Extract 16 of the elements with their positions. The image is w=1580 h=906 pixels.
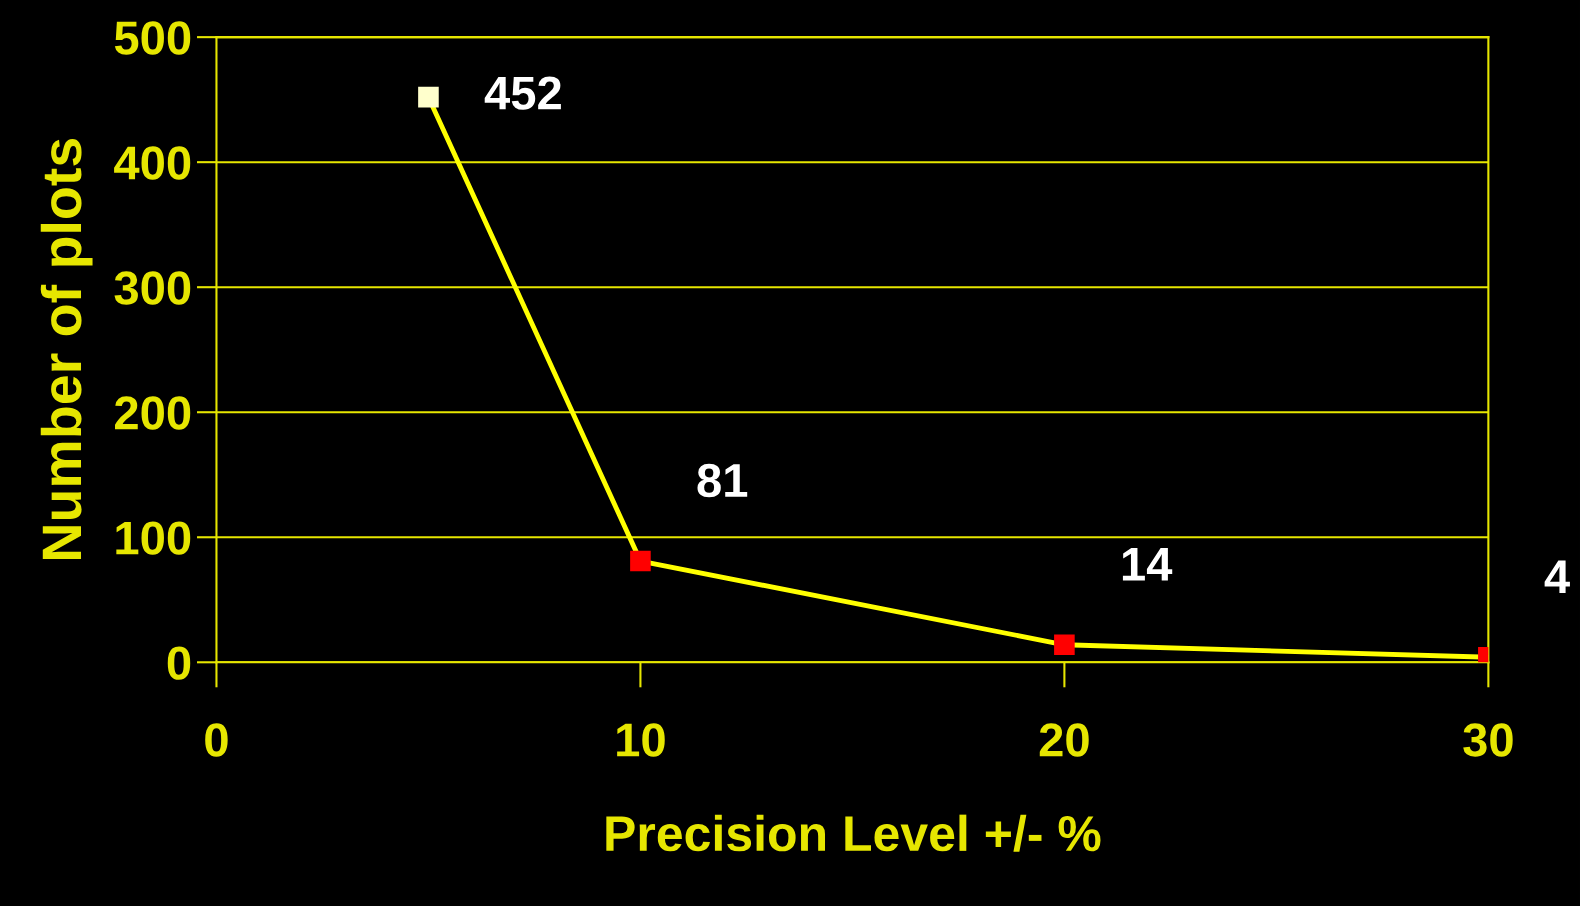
text: 81 [697, 463, 748, 498]
x-tick-label: 0 [205, 723, 228, 757]
y-tick-label: 0 [167, 646, 191, 680]
y-tick-label: 100 [116, 521, 191, 555]
x-axis-title: Precision Level +/- % [606, 814, 1101, 852]
y-tick-label: 400 [114, 146, 191, 180]
text: 4 [1544, 560, 1570, 594]
text: 452 [484, 76, 561, 110]
y-tick-label: 200 [115, 396, 191, 430]
text: 14 [1122, 548, 1173, 581]
y-tick-label: 500 [114, 21, 191, 55]
x-tick-label: 20 [1039, 723, 1089, 757]
y-axis-title: Number of plots [40, 139, 93, 559]
x-tick-label: 30 [1463, 723, 1513, 757]
y-tick-label: 300 [114, 271, 191, 305]
x-tick-label: 10 [617, 723, 665, 757]
